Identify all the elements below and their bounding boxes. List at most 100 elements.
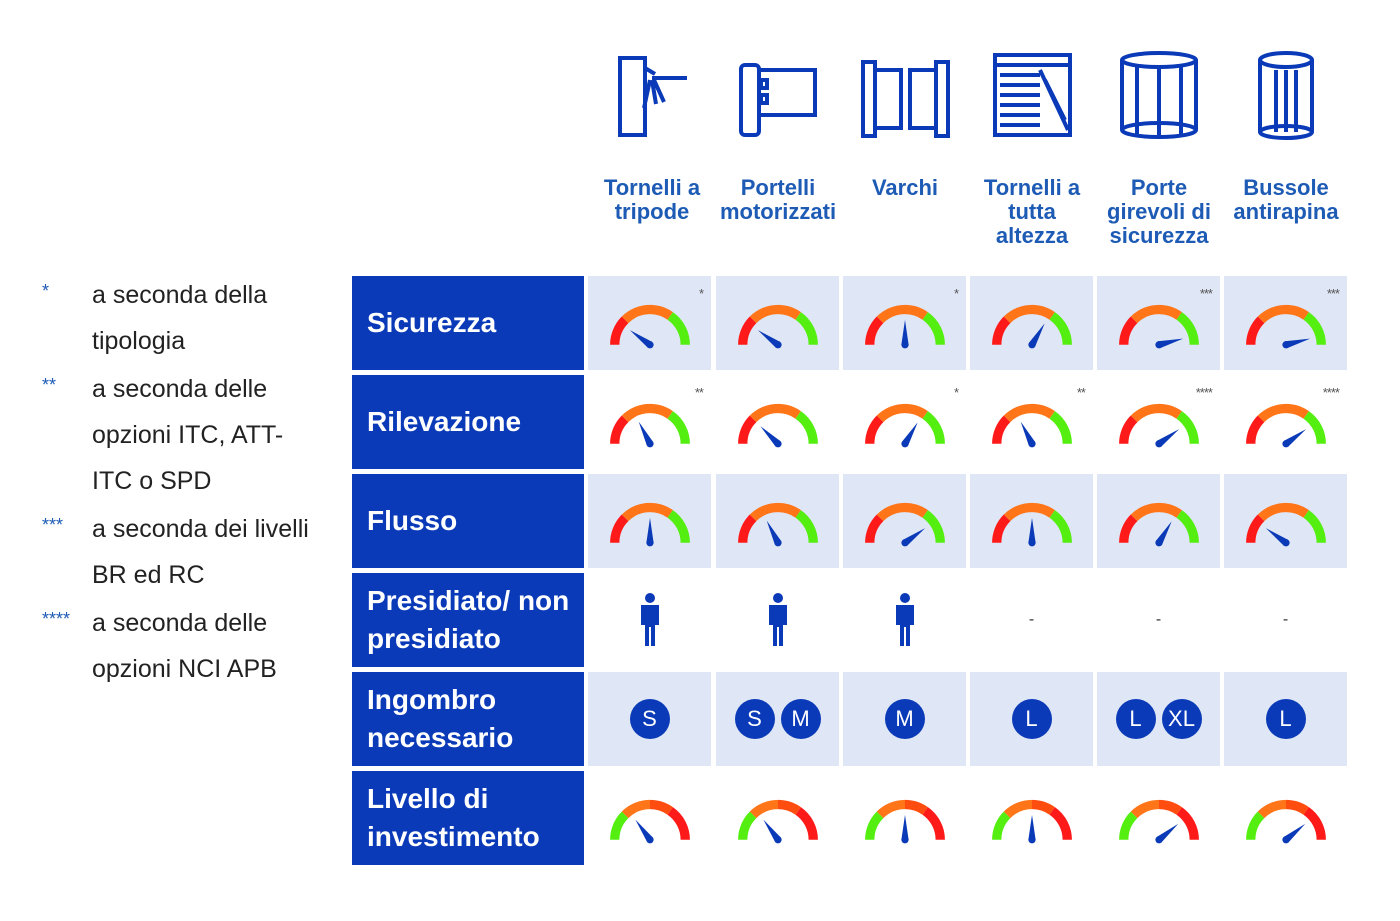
gauge-needle [900,814,909,840]
gauge-icon [991,502,1072,547]
table-cell: *** [1097,276,1220,370]
gauge-needle [638,421,653,446]
gauge-needle [1028,323,1045,347]
gauge-needle [900,319,909,345]
gauge-needle [1155,521,1172,545]
size-badge: L [1265,699,1306,739]
gauge-needle [629,330,652,348]
gauge-icon [1118,799,1199,844]
gauge-icon [737,403,818,448]
gauge-icon [1245,502,1326,547]
gauge-icon [609,304,690,349]
table-cell [588,474,711,568]
legend-item: **** a seconda delle opzioni NCI APB [40,600,320,694]
revolving-door-icon [1097,50,1221,140]
gauge-icon [991,304,1072,349]
table-cell [1097,474,1220,568]
table-cell: * [588,276,711,370]
row-label: Flusso [352,474,584,568]
table-cell: L XL [1097,672,1220,766]
table-cell: - [1224,573,1347,667]
column-label: Bussole antirapina [1233,175,1339,224]
size-badge: M [780,699,821,739]
legend-item: *** a seconda dei livelli BR ed RC [40,506,320,600]
table-cell [716,573,839,667]
row-label: Presidiato/ non presidiato [352,573,584,667]
size-badge: XL [1161,699,1202,739]
table-cell [843,573,966,667]
gauge-icon [737,502,818,547]
gauge-icon [737,304,818,349]
table-cell: - [1097,573,1220,667]
table-cell [1224,771,1347,865]
empty-dash: - [1155,611,1162,628]
column-label: Varchi [871,175,939,200]
table-cell [1224,474,1347,568]
gauge-icon [864,799,945,844]
gauge-needle [1027,517,1036,543]
row-label: Livello di investimento [352,771,584,865]
gauge-needle [1283,429,1306,447]
table-cell: - [970,573,1093,667]
gauge-icon [991,403,1072,448]
table-cell [970,276,1093,370]
table-cell: *** [1224,276,1347,370]
table-cell: M [843,672,966,766]
gauge-icon [609,502,690,547]
gauge-needle [902,528,925,546]
size-badge: S [734,699,775,739]
table-cell [970,771,1093,865]
size-badge: L [1115,699,1156,739]
note-stars: *** [1199,286,1213,301]
gauge-icon [609,403,690,448]
person-icon [895,593,914,646]
table-cell: L [1224,672,1347,766]
empty-dash: - [1028,611,1035,628]
gauge-needle [1156,429,1179,447]
legend-text: a seconda della tipologia [92,281,268,355]
motorized-gate-icon [716,50,840,140]
gauge-needle [762,819,781,842]
gauge-needle [1027,814,1036,840]
gauge-icon [991,799,1072,844]
legend-stars: **** [42,609,71,629]
table-cell [1097,771,1220,865]
gauge-icon [864,304,945,349]
gauge-icon [1118,403,1199,448]
row-label: Sicurezza [352,276,584,370]
column-label: Tornelli a tripode [603,175,701,224]
legend-text: a seconda delle opzioni NCI APB [92,609,277,683]
column-header: Bussole antirapina [1224,50,1348,224]
legend-text: a seconda dei livelli BR ed RC [92,515,309,589]
size-badge: M [884,699,925,739]
row-label: Ingombro necessario [352,672,584,766]
table-cell [588,573,711,667]
gauge-icon [1118,304,1199,349]
table-cell: * [843,375,966,469]
gauge-needle [634,819,653,842]
note-stars: * [953,286,959,301]
note-stars: ** [694,385,704,400]
column-label: Porte girevoli di sicurezza [1107,175,1211,248]
column-header: Tornelli a tripode [590,50,714,224]
table-cell [588,771,711,865]
table-cell: ** [588,375,711,469]
gauge-icon [737,799,818,844]
gauge-needle [1284,338,1310,349]
gauge-needle [757,330,780,348]
table-cell [843,771,966,865]
table-cell [843,474,966,568]
column-header: Tornelli a tutta altezza [970,50,1094,248]
note-stars: **** [1322,385,1340,400]
legend: * a seconda della tipologia ** a seconda de… [40,272,320,694]
gauge-icon [609,799,690,844]
speed-gate-icon [843,50,967,140]
note-stars: **** [1195,385,1213,400]
legend-stars: * [42,281,50,301]
column-header: Porte girevoli di sicurezza [1097,50,1221,248]
security-cylinder-icon [1224,50,1348,140]
gauge-needle [645,517,654,543]
column-label: Tornelli a tutta altezza [983,175,1081,248]
table-cell [716,375,839,469]
